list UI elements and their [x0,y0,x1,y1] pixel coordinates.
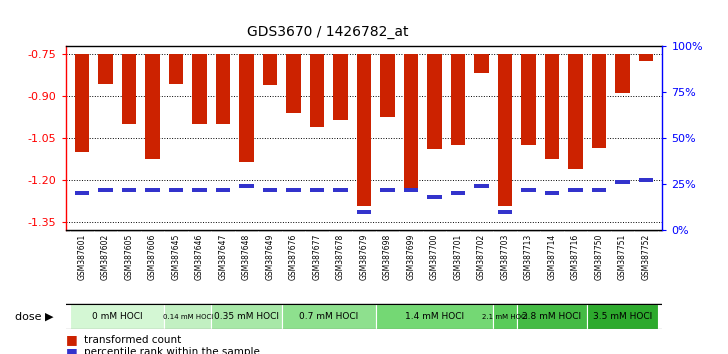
Bar [216,55,230,124]
Bar [592,188,606,192]
Bar [498,55,512,206]
Text: GSM387700: GSM387700 [430,234,439,280]
Bar [98,55,113,84]
Bar [282,304,376,329]
Bar [357,55,371,206]
Bar [427,55,442,149]
Bar [169,55,183,84]
Bar [451,55,465,145]
Bar [169,188,183,192]
Bar [240,184,253,188]
Bar [376,304,494,329]
Text: GSM387716: GSM387716 [571,234,580,280]
Bar [240,55,253,162]
Bar [286,188,301,192]
Bar [404,55,418,191]
Text: GSM387678: GSM387678 [336,234,345,280]
Text: GDS3670 / 1426782_at: GDS3670 / 1426782_at [247,25,408,39]
Text: transformed count: transformed count [84,335,181,345]
Text: GSM387679: GSM387679 [360,234,368,280]
Text: GSM387606: GSM387606 [148,234,157,280]
Bar [615,180,630,184]
Bar [146,188,159,192]
Text: GSM387645: GSM387645 [172,234,181,280]
Bar [122,55,136,124]
Text: 0.14 mM HOCl: 0.14 mM HOCl [162,314,213,320]
Text: GSM387752: GSM387752 [641,234,651,280]
Bar [451,191,465,195]
Bar [475,184,488,188]
Bar [310,188,324,192]
Bar [521,188,536,192]
Bar [592,55,606,148]
Text: GSM387703: GSM387703 [501,234,510,280]
Bar [521,55,536,145]
Text: 1.4 mM HOCl: 1.4 mM HOCl [405,312,464,321]
Text: 2.8 mM HOCl: 2.8 mM HOCl [523,312,582,321]
Bar [75,191,89,195]
Bar [211,304,282,329]
Text: GSM387605: GSM387605 [124,234,133,280]
Text: 3.5 mM HOCl: 3.5 mM HOCl [593,312,652,321]
Bar [381,55,395,117]
Bar [263,55,277,85]
Text: percentile rank within the sample: percentile rank within the sample [84,347,260,354]
Bar [569,55,582,169]
Text: 2.1 mM HOCl: 2.1 mM HOCl [482,314,528,320]
Bar [545,55,559,159]
Text: GSM387649: GSM387649 [266,234,274,280]
Bar [333,188,347,192]
Bar [263,188,277,192]
Text: GSM387702: GSM387702 [477,234,486,280]
Text: GSM387701: GSM387701 [454,234,462,280]
Bar [545,191,559,195]
Text: GSM387648: GSM387648 [242,234,251,280]
Bar [494,304,517,329]
Text: GSM387750: GSM387750 [595,234,604,280]
Text: GSM387714: GSM387714 [547,234,556,280]
Bar [122,188,136,192]
Bar [404,188,418,192]
Text: GSM387751: GSM387751 [618,234,627,280]
Bar [286,55,301,113]
Text: GSM387698: GSM387698 [383,234,392,280]
Bar [192,55,207,124]
Bar [517,304,587,329]
Text: 0 mM HOCl: 0 mM HOCl [92,312,143,321]
Bar [146,55,159,159]
Bar [165,304,211,329]
Bar [639,178,653,182]
Text: GSM387676: GSM387676 [289,234,298,280]
Bar [333,55,347,120]
Text: GSM387646: GSM387646 [195,234,204,280]
Bar [75,55,89,152]
Text: GSM387699: GSM387699 [406,234,416,280]
Bar [475,55,488,73]
Text: ■: ■ [66,346,77,354]
Text: GSM387602: GSM387602 [101,234,110,280]
Text: 0.35 mM HOCl: 0.35 mM HOCl [214,312,279,321]
Bar [615,55,630,93]
Text: GSM387677: GSM387677 [312,234,322,280]
Bar [192,188,207,192]
Bar [587,304,658,329]
Bar [427,195,442,199]
Text: ■: ■ [66,333,77,346]
Text: GSM387713: GSM387713 [524,234,533,280]
Bar [569,188,582,192]
Text: GSM387647: GSM387647 [218,234,227,280]
Bar [639,55,653,61]
Bar [310,55,324,127]
Bar [357,210,371,214]
Text: dose ▶: dose ▶ [15,312,53,322]
Text: 0.7 mM HOCl: 0.7 mM HOCl [299,312,358,321]
Bar [98,188,113,192]
Bar [216,188,230,192]
Bar [381,188,395,192]
Bar [498,210,512,214]
Text: GSM387601: GSM387601 [77,234,87,280]
Bar [70,304,165,329]
